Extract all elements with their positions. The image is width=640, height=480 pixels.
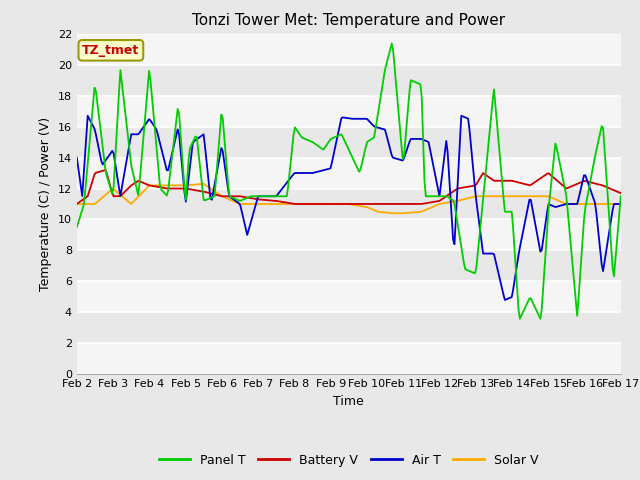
Title: Tonzi Tower Met: Temperature and Power: Tonzi Tower Met: Temperature and Power	[192, 13, 506, 28]
Legend: Panel T, Battery V, Air T, Solar V: Panel T, Battery V, Air T, Solar V	[154, 449, 544, 472]
Battery V	[102, 167, 109, 173]
Line: Air T: Air T	[77, 116, 621, 300]
Air T	[617, 201, 625, 207]
Solar V	[617, 201, 625, 207]
Air T	[501, 297, 509, 303]
Panel T	[250, 193, 258, 199]
Solar V	[468, 194, 476, 200]
Air T	[289, 173, 296, 179]
Bar	[77, 157, 621, 189]
Battery V	[290, 201, 298, 207]
Panel T	[516, 316, 524, 322]
Solar V	[138, 190, 146, 195]
Air T	[470, 170, 477, 176]
Panel T	[388, 41, 396, 47]
Battery V	[470, 183, 477, 189]
Solar V	[73, 201, 81, 207]
Bar	[77, 219, 621, 251]
Y-axis label: Temperature (C) / Power (V): Temperature (C) / Power (V)	[39, 117, 52, 291]
Panel T	[417, 82, 424, 87]
Panel T	[617, 193, 625, 199]
Solar V	[252, 201, 259, 207]
X-axis label: Time: Time	[333, 395, 364, 408]
Line: Panel T: Panel T	[77, 44, 621, 319]
Bar	[77, 34, 621, 65]
Bar	[77, 281, 621, 312]
Solar V	[471, 193, 479, 199]
Panel T	[289, 144, 296, 150]
Air T	[73, 155, 81, 160]
Battery V	[417, 201, 424, 207]
Bar	[77, 312, 621, 343]
Air T	[467, 141, 475, 147]
Text: TZ_tmet: TZ_tmet	[82, 44, 140, 57]
Panel T	[73, 224, 81, 230]
Battery V	[73, 201, 81, 207]
Bar	[77, 127, 621, 157]
Solar V	[418, 209, 426, 215]
Panel T	[467, 269, 475, 275]
Solar V	[290, 201, 298, 207]
Air T	[415, 136, 423, 142]
Air T	[458, 113, 465, 119]
Line: Battery V: Battery V	[77, 170, 621, 204]
Bar	[77, 65, 621, 96]
Panel T	[470, 270, 477, 276]
Air T	[250, 208, 258, 214]
Bar	[77, 96, 621, 127]
Battery V	[252, 196, 259, 202]
Battery V	[617, 190, 625, 196]
Solar V	[389, 210, 397, 216]
Panel T	[138, 149, 146, 155]
Solar V	[200, 181, 207, 187]
Bar	[77, 189, 621, 219]
Bar	[77, 251, 621, 281]
Line: Solar V: Solar V	[77, 184, 621, 213]
Air T	[138, 126, 146, 132]
Battery V	[467, 183, 475, 189]
Battery V	[140, 180, 147, 186]
Bar	[77, 343, 621, 374]
